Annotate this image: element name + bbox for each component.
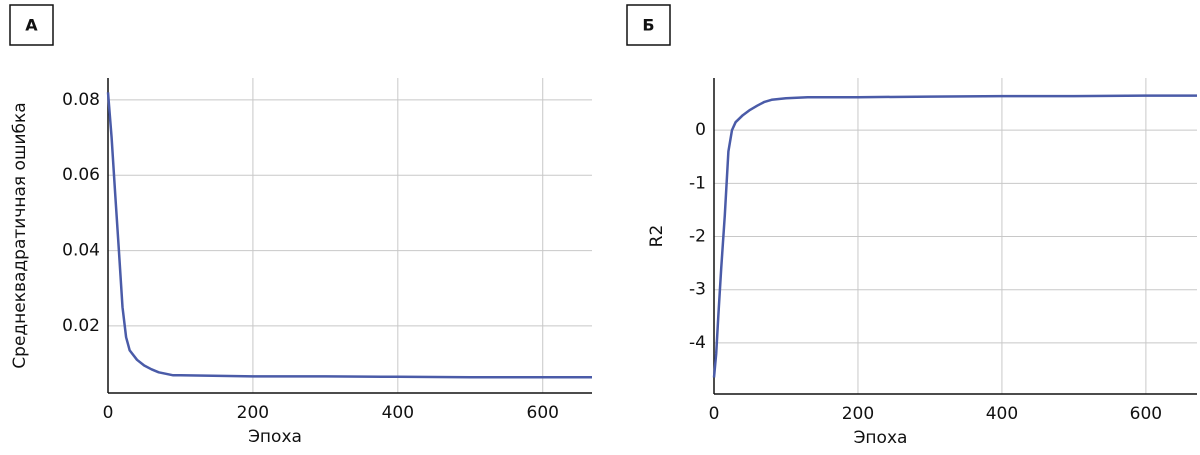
data-line	[106, 92, 592, 379]
x-tick-label: 200	[237, 403, 269, 423]
y-tick-label: -4	[689, 333, 706, 353]
x-axis-label: Эпоха	[854, 428, 908, 448]
x-tick-label: 200	[842, 404, 874, 424]
panel-label: Б	[642, 16, 654, 35]
x-tick-label: 600	[527, 403, 559, 423]
x-tick-label: 600	[1130, 404, 1162, 424]
y-tick-label: 0.06	[62, 165, 100, 185]
x-tick-label: 0	[709, 404, 720, 424]
y-axis-label: R2	[647, 225, 667, 248]
y-axis-label: Среднеквадратичная ошибка	[10, 102, 30, 368]
y-tick-label: -2	[689, 227, 706, 247]
y-tick-label: 0.02	[62, 316, 100, 336]
y-tick-label: 0	[695, 120, 706, 140]
panel-box	[9, 4, 54, 46]
panel-box	[626, 4, 671, 46]
y-tick-label: 0.04	[62, 241, 100, 261]
x-tick-label: 0	[103, 403, 114, 423]
x-tick-label: 400	[986, 404, 1018, 424]
data-line	[712, 94, 1197, 378]
panel-label: А	[25, 16, 38, 35]
y-tick-label: 0.08	[62, 90, 100, 110]
y-tick-label: -3	[689, 280, 706, 300]
x-axis-label: Эпоха	[248, 427, 302, 447]
x-tick-label: 400	[382, 403, 414, 423]
y-tick-label: -1	[689, 173, 706, 193]
